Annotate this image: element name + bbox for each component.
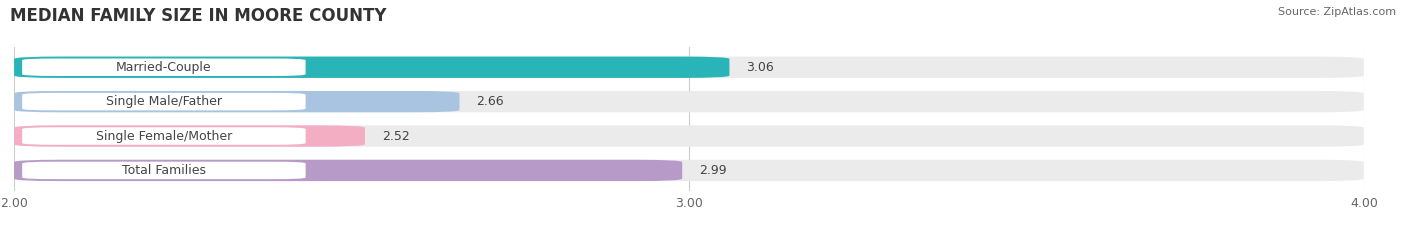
FancyBboxPatch shape: [22, 93, 305, 110]
FancyBboxPatch shape: [14, 160, 682, 181]
Text: 2.52: 2.52: [382, 130, 409, 143]
Text: 3.06: 3.06: [747, 61, 775, 74]
FancyBboxPatch shape: [14, 57, 730, 78]
FancyBboxPatch shape: [22, 127, 305, 145]
FancyBboxPatch shape: [14, 125, 1364, 147]
Text: Total Families: Total Families: [122, 164, 205, 177]
FancyBboxPatch shape: [14, 91, 1364, 112]
Text: Single Female/Mother: Single Female/Mother: [96, 130, 232, 143]
Text: 2.99: 2.99: [699, 164, 727, 177]
FancyBboxPatch shape: [14, 160, 1364, 181]
FancyBboxPatch shape: [14, 91, 460, 112]
Text: 2.66: 2.66: [477, 95, 503, 108]
FancyBboxPatch shape: [14, 125, 366, 147]
FancyBboxPatch shape: [14, 57, 1364, 78]
FancyBboxPatch shape: [22, 162, 305, 179]
Text: MEDIAN FAMILY SIZE IN MOORE COUNTY: MEDIAN FAMILY SIZE IN MOORE COUNTY: [10, 7, 387, 25]
FancyBboxPatch shape: [22, 58, 305, 76]
Text: Married-Couple: Married-Couple: [117, 61, 212, 74]
Text: Source: ZipAtlas.com: Source: ZipAtlas.com: [1278, 7, 1396, 17]
Text: Single Male/Father: Single Male/Father: [105, 95, 222, 108]
